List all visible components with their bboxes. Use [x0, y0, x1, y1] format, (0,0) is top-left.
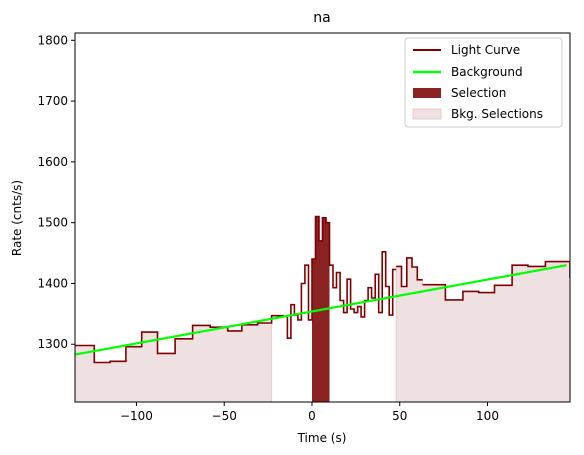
y-tick-label: 1700 — [37, 94, 68, 108]
light-curve-fine — [283, 215, 397, 339]
background-fit-series — [74, 264, 567, 356]
light-curve-coarse-left — [75, 314, 284, 364]
x-tick-label: −100 — [120, 409, 153, 423]
x-axis-label: Time (s) — [297, 431, 347, 445]
background-fit-line — [74, 264, 567, 356]
light-curve-coarse-right — [422, 260, 570, 301]
plot-frame — [74, 32, 571, 403]
y-tick-label: 1800 — [37, 33, 68, 47]
light-curve-mid — [396, 257, 423, 288]
x-tick-label: 100 — [476, 409, 499, 423]
legend-light-curve-label: Light Curve — [451, 43, 520, 57]
y-tick-label: 1500 — [37, 216, 68, 230]
y-tick-label: 1300 — [37, 337, 68, 351]
legend-bkg-selections-label: Bkg. Selections — [451, 107, 543, 121]
y-axis-ticks: 1300 1400 1500 1600 1700 1800 — [37, 33, 75, 351]
legend-bkg-selections-swatch — [412, 108, 442, 120]
x-tick-label: −50 — [212, 409, 237, 423]
light-curve-series — [75, 215, 570, 364]
y-axis-label: Rate (cnts/s) — [10, 180, 24, 256]
legend-selection-swatch — [413, 88, 441, 98]
y-tick-label: 1600 — [37, 155, 68, 169]
bkg-selection-regions — [75, 257, 570, 402]
legend-box — [404, 37, 563, 128]
x-axis-ticks: −100 −50 0 50 100 — [120, 402, 499, 423]
x-tick-label: 50 — [392, 409, 407, 423]
legend: Light Curve Background Selection Bkg. Se… — [404, 37, 563, 128]
chart-title: na — [313, 10, 330, 26]
y-tick-label: 1400 — [37, 276, 68, 290]
legend-selection-label: Selection — [451, 86, 506, 100]
x-tick-label: 0 — [308, 409, 316, 423]
legend-background-label: Background — [451, 65, 523, 79]
